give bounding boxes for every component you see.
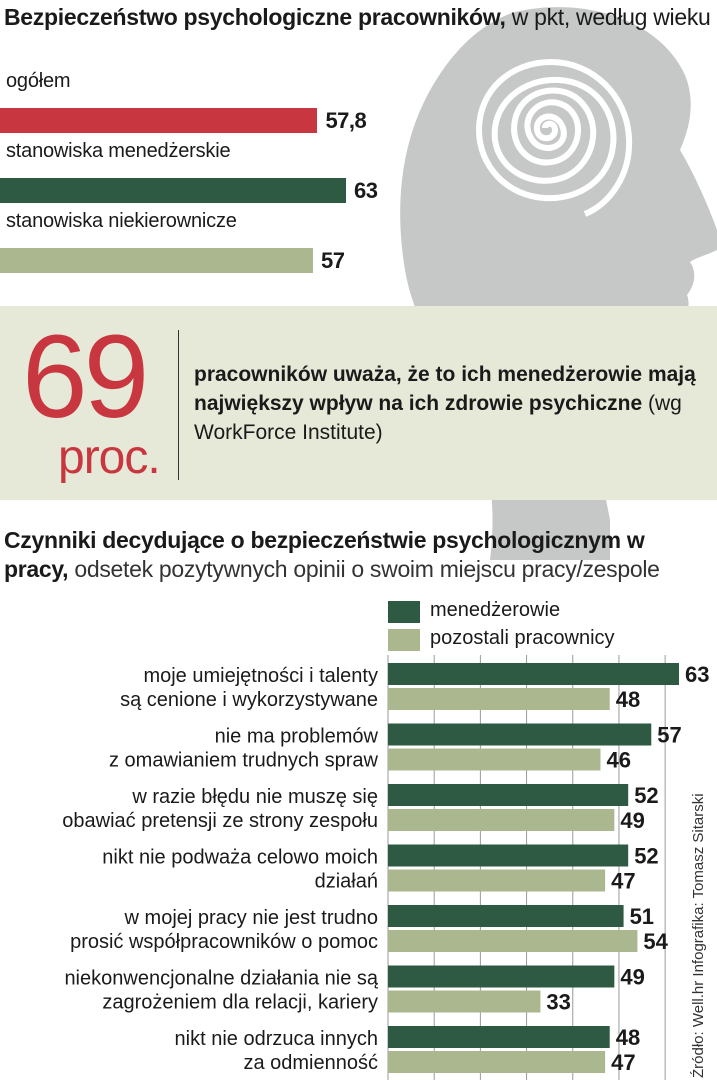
spiral-icon	[475, 58, 633, 217]
category-label: zagrożeniem dla relacji, kariery	[102, 992, 378, 1014]
section1-title-rest: w pkt, według wieku	[505, 4, 711, 30]
bar2-others	[388, 869, 606, 892]
bar2-value: 51	[630, 904, 654, 929]
category-label: w razie błędu nie muszę się	[131, 786, 378, 808]
stat-band	[0, 306, 717, 500]
bar2-value: 49	[620, 808, 644, 833]
bar2-value: 47	[611, 1050, 635, 1075]
category-label: za odmienność	[243, 1052, 378, 1074]
bar2-managers	[388, 663, 679, 685]
bar2-value: 33	[546, 990, 570, 1015]
bar2-others	[388, 1051, 606, 1073]
stat-number: 69	[22, 311, 149, 443]
category-label: obawiać pretensji ze strony zespołu	[62, 810, 378, 832]
bar1-bar	[0, 248, 314, 273]
bar2-others	[388, 688, 610, 710]
bar2-value: 52	[634, 844, 658, 869]
section1-title-bold: Bezpieczeństwo psychologiczne pracownikó…	[4, 4, 506, 30]
legend-swatch-managers	[388, 601, 420, 623]
bar2-managers	[388, 1026, 610, 1048]
section2-title: Czynniki decydujące o bezpieczeństwie ps…	[4, 526, 714, 584]
bar1-bar	[0, 178, 346, 203]
bar2-value: 46	[606, 748, 630, 773]
bar2-others	[388, 809, 615, 831]
legend-label-managers: menedżerowie	[430, 599, 561, 621]
category-label: nikt nie podważa celowo moich	[102, 847, 378, 869]
bar2-others	[388, 748, 601, 771]
source-credit: Źródło: Well.hr Infografika: Tomasz Sita…	[690, 793, 707, 1078]
bar2-value: 57	[657, 723, 681, 748]
category-label: nikt nie odrzuca innych	[175, 1028, 378, 1050]
bar2-value: 47	[611, 869, 635, 894]
bar1-bar	[0, 108, 318, 133]
section1-title: Bezpieczeństwo psychologiczne pracownikó…	[4, 2, 711, 32]
category-label: niekonwencjonalne działania nie są	[64, 968, 378, 990]
category-label: w mojej pracy nie jest trudno	[124, 907, 378, 929]
section2-title-rest: odsetek pozytywnych opinii o swoim miejs…	[68, 556, 660, 582]
category-label: z omawianiem trudnych spraw	[109, 750, 379, 772]
bar2-managers	[388, 905, 624, 927]
bar2-managers	[388, 965, 615, 988]
category-label: są cenione i wykorzystywane	[120, 689, 378, 711]
category-label: działań	[315, 871, 378, 893]
bar1-label: stanowiska niekierownicze	[6, 210, 237, 232]
bar2-value: 49	[620, 965, 644, 990]
stat-text: pracowników uważa, że to ich menedżerowi…	[194, 360, 704, 447]
bar2-value: 54	[643, 929, 668, 954]
stat-text-bold: pracowników uważa, że to ich menedżerowi…	[194, 363, 696, 415]
bar2-value: 48	[616, 1025, 640, 1050]
bar2-managers	[388, 723, 652, 746]
category-label: nie ma problemów	[215, 726, 379, 748]
bar2-managers	[388, 784, 629, 806]
section2-title-bold: Czynniki decydujące o bezpieczeństwie ps…	[4, 527, 645, 582]
stat-divider	[178, 330, 179, 480]
bar2-value: 63	[685, 662, 709, 687]
chart-by-position: ogółem 57,8 stanowiska menedżerskie 63 stano…	[0, 70, 420, 280]
bar1-value: 63	[354, 178, 378, 203]
bar1-value: 57,8	[325, 108, 367, 133]
legend-swatch-others	[388, 629, 420, 651]
stat-unit: proc.	[58, 431, 161, 484]
bar1-label: ogółem	[6, 70, 71, 92]
category-label: prosić współpracowników o pomoc	[70, 931, 378, 953]
bar2-others	[388, 990, 541, 1013]
bar2-value: 52	[634, 783, 658, 808]
bar2-value: 48	[616, 687, 640, 712]
bar2-managers	[388, 844, 629, 867]
legend-label-others: pozostali pracownicy	[430, 627, 615, 649]
category-label: moje umiejętności i talenty	[143, 665, 378, 687]
bar1-value: 57	[321, 248, 345, 273]
stat-source: (wg WorkForce Institute)	[194, 392, 682, 444]
bar2-others	[388, 930, 638, 952]
bar1-label: stanowiska menedżerskie	[6, 140, 231, 162]
